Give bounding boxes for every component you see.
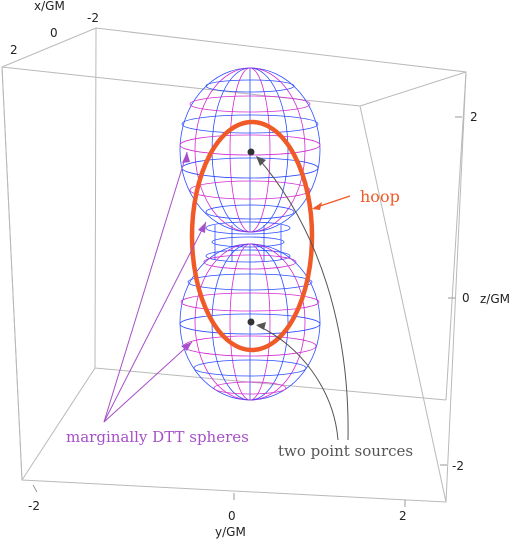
z-axis-label: z/GM [480,292,510,306]
z-tick-label: -2 [452,459,464,473]
hoop-label: hoop [360,187,400,206]
y-tick-label: 2 [399,509,407,523]
z-tick-label: 2 [470,110,478,124]
y-axis-label: y/GM [215,525,246,539]
spheres-label: marginally DTT spheres [66,428,249,446]
hoop-arrow [312,195,351,210]
sources-label: two point sources [278,442,413,460]
x-tick-label: 0 [50,26,58,40]
hoop-ring [189,119,315,353]
sphere-arrowheads [181,152,206,351]
source-arrows [257,157,349,441]
sphere-arrows [103,151,207,423]
point-source-upper [247,148,255,156]
y-tick-label: -2 [28,499,40,513]
z-tick-label: 0 [462,291,470,305]
tick-marks [32,116,462,507]
x-tick-label: -2 [87,11,99,25]
x-tick-label: 2 [10,43,18,57]
upper-sphere-mesh [179,67,321,233]
point-source-lower [247,318,255,326]
x-axis-label: x/GM [34,0,65,13]
source-arrowheads [256,156,266,330]
y-tick-label: 0 [228,509,236,523]
plot-box [1,27,467,503]
